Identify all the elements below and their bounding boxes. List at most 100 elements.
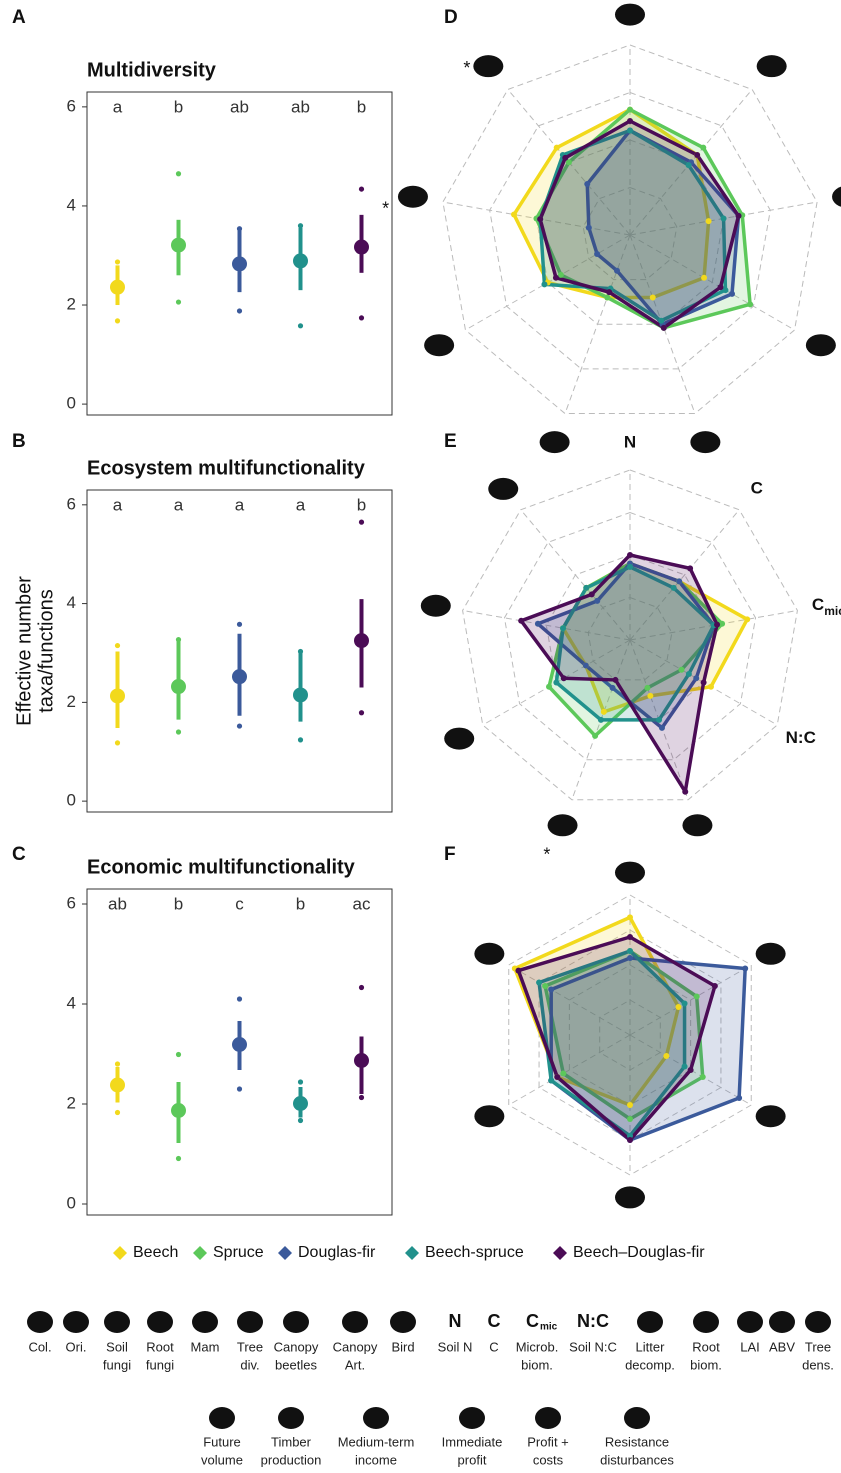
- radar-point: [554, 1074, 561, 1080]
- key-label: Microb.: [516, 1339, 559, 1354]
- legend-marker: [405, 1246, 419, 1260]
- radar-point: [675, 1004, 682, 1010]
- radar-point: [685, 162, 692, 169]
- axis-icon: [474, 1105, 505, 1128]
- y-tick-label: 2: [67, 692, 76, 711]
- radar-point: [670, 584, 677, 591]
- extreme-point: [236, 723, 243, 729]
- significance-letter: b: [296, 894, 305, 913]
- key-label: Soil: [106, 1339, 128, 1354]
- grid-ring: [535, 139, 725, 325]
- legend-label: Douglas-fir: [298, 1244, 376, 1261]
- extreme-point: [297, 737, 304, 743]
- significance-mark: *: [463, 58, 470, 78]
- significance-letter: ab: [291, 97, 310, 116]
- radar-point: [548, 986, 555, 993]
- radar-point: [562, 154, 569, 161]
- grid-spoke: [629, 234, 795, 331]
- y-tick-label: 4: [67, 993, 76, 1012]
- extreme-point: [297, 1079, 304, 1085]
- mean-point: [171, 679, 186, 695]
- radar-area: [538, 119, 741, 330]
- extreme-point: [358, 315, 365, 321]
- radar-point: [582, 662, 589, 669]
- key-label: Canopy: [333, 1339, 378, 1354]
- axis-icon: [424, 334, 455, 357]
- extreme-point: [114, 642, 121, 649]
- extreme-point: [175, 1155, 182, 1162]
- axis-icon: [473, 55, 504, 78]
- radar-point: [536, 979, 543, 986]
- panel-letter: F: [444, 844, 456, 865]
- radar-point: [585, 224, 592, 231]
- plot-frame: [86, 91, 393, 416]
- grid-spoke: [629, 964, 752, 1036]
- key-label: Canopy: [274, 1339, 319, 1354]
- panel-letter: B: [12, 431, 26, 452]
- radar-point: [553, 144, 560, 151]
- radar-point: [557, 271, 564, 278]
- key-label: Root: [146, 1339, 174, 1354]
- chart-title: Multidiversity: [87, 59, 217, 81]
- extreme-point: [114, 259, 121, 265]
- grid-ring: [508, 894, 752, 1176]
- extreme-point: [175, 729, 182, 735]
- y-tick-label: 6: [67, 494, 76, 513]
- radar-point: [560, 625, 567, 632]
- key-label: Medium-term: [338, 1434, 415, 1449]
- radar-point: [644, 684, 651, 691]
- radar-point: [687, 1067, 694, 1073]
- key-label: Soil N:C: [569, 1339, 617, 1354]
- radar-point: [676, 578, 683, 585]
- mean-point: [232, 1037, 247, 1052]
- significance-letter: b: [357, 495, 366, 514]
- significance-letter: a: [113, 97, 123, 116]
- axis-label-sub: mic: [824, 604, 841, 618]
- radar-point: [627, 934, 633, 940]
- radar-point: [658, 724, 665, 731]
- key-label: volume: [201, 1452, 243, 1467]
- radar-point: [658, 317, 665, 324]
- axis-label: C: [812, 595, 824, 614]
- key-symbol: C: [526, 1311, 539, 1331]
- mean-point: [293, 253, 308, 269]
- y-tick-label: 0: [67, 791, 76, 810]
- radar-point: [647, 692, 654, 699]
- significance-letter: ac: [353, 894, 371, 913]
- mean-point: [171, 237, 186, 253]
- key-label: biom.: [521, 1357, 553, 1372]
- radar-point: [700, 679, 707, 686]
- radar-point: [548, 1077, 555, 1084]
- extreme-point: [358, 710, 365, 716]
- extreme-point: [358, 984, 365, 991]
- key-label: Mam: [191, 1339, 220, 1354]
- mean-point: [171, 1103, 186, 1118]
- radar-point: [627, 552, 633, 558]
- radar-point: [606, 289, 613, 296]
- extreme-point: [114, 740, 121, 746]
- legend-marker: [278, 1246, 292, 1260]
- radar-point: [594, 597, 601, 604]
- grid-spoke: [564, 234, 631, 414]
- panel-letter: C: [12, 844, 26, 865]
- axis-icon: [488, 477, 519, 500]
- key-label: dens.: [802, 1357, 834, 1372]
- key-label: Litter: [636, 1339, 666, 1354]
- extreme-point: [175, 171, 182, 177]
- radar-point: [592, 732, 599, 739]
- key-label: Art.: [345, 1357, 365, 1372]
- key-symbol: N:C: [577, 1311, 609, 1331]
- key-icon: [147, 1311, 173, 1333]
- radar-point: [510, 211, 517, 218]
- radar-point: [705, 218, 712, 225]
- key-label: beetles: [275, 1357, 317, 1372]
- axis-icon: [755, 942, 786, 965]
- extreme-point: [297, 323, 304, 329]
- grid-ring: [582, 186, 678, 281]
- radar-point: [678, 666, 685, 673]
- extreme-point: [358, 1094, 365, 1101]
- key-icon: [637, 1311, 663, 1333]
- axis-label: C: [751, 478, 763, 497]
- y-tick-label: 6: [67, 96, 76, 115]
